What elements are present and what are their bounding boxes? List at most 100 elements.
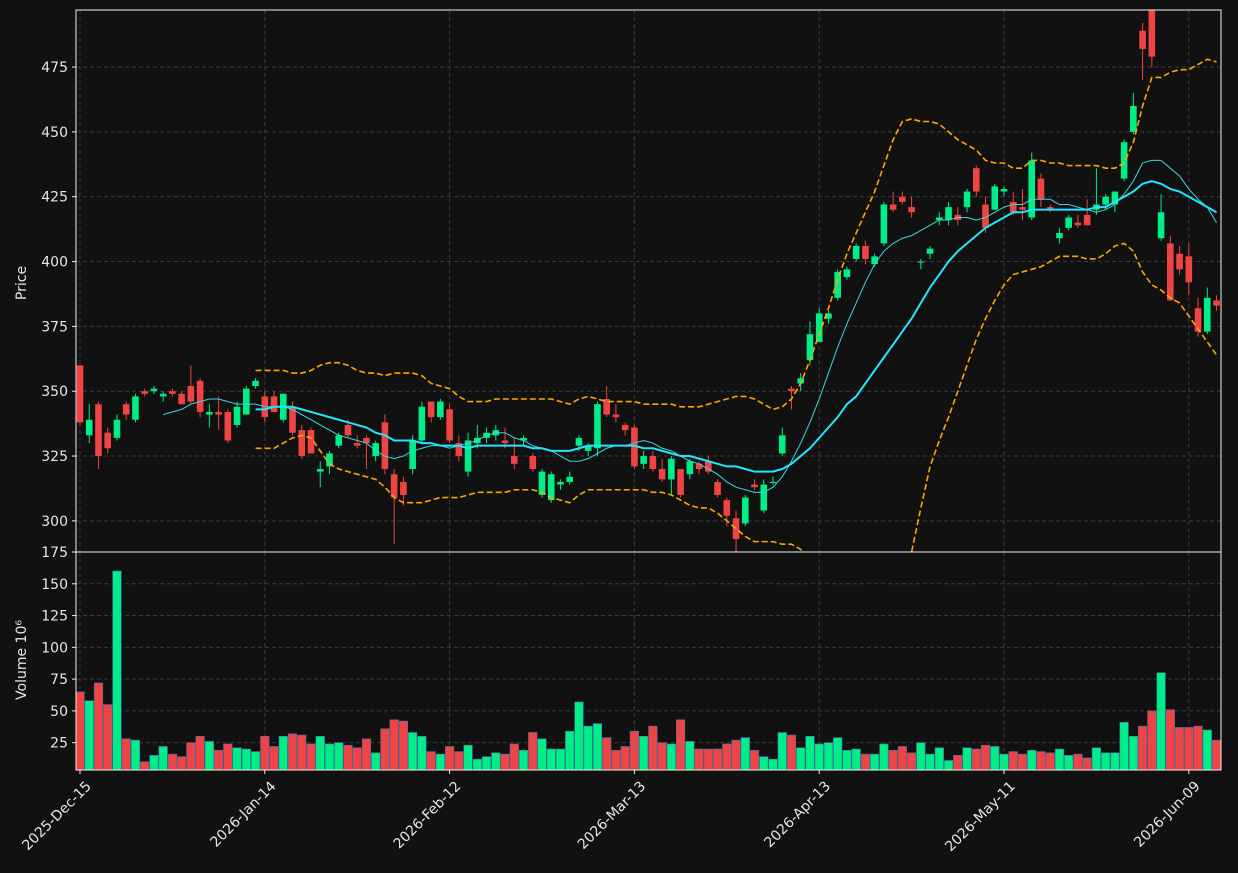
volume-bar bbox=[823, 742, 834, 770]
volume-bar bbox=[195, 736, 205, 770]
candle-body bbox=[1213, 300, 1220, 306]
candle-body bbox=[1120, 142, 1128, 179]
candle-body bbox=[141, 391, 148, 394]
candle-body bbox=[243, 388, 250, 415]
volume-bar bbox=[472, 758, 482, 770]
candle-body bbox=[95, 404, 102, 457]
candle-body bbox=[437, 401, 444, 418]
candle-body bbox=[187, 386, 195, 402]
volume-bar bbox=[223, 743, 233, 770]
candle-body bbox=[1065, 217, 1072, 228]
volume-bar bbox=[149, 755, 159, 770]
volume-bar bbox=[722, 743, 732, 770]
volume-bar bbox=[435, 753, 445, 770]
candle-body bbox=[418, 406, 426, 441]
candle-body bbox=[510, 456, 518, 464]
volume-bar bbox=[1073, 753, 1083, 770]
candle-body bbox=[852, 245, 860, 259]
candle-body bbox=[621, 424, 629, 431]
volume-bar bbox=[639, 736, 649, 770]
candle-body bbox=[1185, 256, 1193, 283]
volume-tick-label: 75 bbox=[50, 672, 68, 688]
candle-body bbox=[85, 419, 93, 436]
candle-body bbox=[409, 440, 416, 470]
candle-body bbox=[529, 456, 537, 470]
volume-bar bbox=[417, 736, 427, 770]
candle-body bbox=[1083, 214, 1091, 226]
volume-bar bbox=[786, 734, 797, 770]
volume-bar bbox=[1202, 729, 1212, 770]
candle-body bbox=[1056, 233, 1063, 239]
volume-bar bbox=[1110, 752, 1120, 770]
y-tick-label: 325 bbox=[41, 449, 68, 465]
volume-bar bbox=[943, 760, 954, 770]
candle-body bbox=[677, 469, 684, 495]
volume-bar bbox=[518, 749, 529, 770]
volume-bar bbox=[426, 751, 436, 770]
y-tick-label: 350 bbox=[41, 384, 68, 400]
volume-bar bbox=[324, 743, 335, 770]
candle-body bbox=[520, 437, 527, 441]
candle-body bbox=[594, 404, 601, 449]
volume-bar bbox=[1174, 727, 1185, 770]
candle-body bbox=[871, 256, 878, 265]
candle-body bbox=[991, 186, 999, 210]
volume-bar bbox=[1027, 749, 1037, 770]
volume-bar bbox=[158, 746, 168, 770]
volume-bar bbox=[454, 751, 464, 770]
candle-body bbox=[658, 469, 666, 480]
candle-body bbox=[982, 204, 989, 228]
volume-bar bbox=[528, 732, 538, 770]
volume-bar bbox=[916, 742, 926, 770]
band-line bbox=[255, 58, 1217, 411]
candle-body bbox=[705, 461, 712, 472]
volume-bar bbox=[620, 746, 630, 770]
candle-body bbox=[889, 204, 897, 210]
volume-bar bbox=[953, 755, 963, 770]
volume-bar bbox=[408, 732, 418, 770]
volume-bar bbox=[648, 725, 658, 770]
volume-bar bbox=[491, 752, 501, 770]
volume-bar bbox=[1082, 757, 1092, 770]
candle-body bbox=[566, 476, 574, 482]
candle-body bbox=[631, 427, 638, 467]
candle-body bbox=[538, 471, 546, 495]
volume-bar bbox=[1064, 755, 1074, 770]
volume-bar bbox=[870, 753, 880, 770]
candle-body bbox=[307, 430, 315, 454]
volume-bar bbox=[481, 756, 492, 770]
volume-bar bbox=[611, 749, 621, 770]
candle-body bbox=[1046, 207, 1054, 210]
volume-bar bbox=[685, 741, 695, 770]
volume-bar bbox=[805, 736, 815, 770]
candle-body bbox=[547, 474, 555, 501]
volume-bar bbox=[186, 742, 196, 770]
candle-body bbox=[206, 411, 213, 415]
volume-bar bbox=[269, 746, 279, 770]
candle-body bbox=[344, 424, 352, 436]
volume-bar bbox=[1156, 672, 1166, 770]
volume-bar bbox=[250, 751, 261, 770]
candle-body bbox=[908, 207, 915, 213]
candle-body bbox=[797, 378, 805, 384]
volume-bar bbox=[380, 728, 390, 770]
candle-body bbox=[899, 196, 906, 202]
volume-bar bbox=[1193, 725, 1203, 770]
volume-bar bbox=[657, 742, 667, 770]
candle-body bbox=[150, 388, 158, 392]
candle-body bbox=[640, 456, 647, 464]
candle-body bbox=[464, 440, 472, 472]
volume-tick-label: 50 bbox=[50, 704, 68, 720]
volume-bar bbox=[934, 747, 944, 770]
volume-bar bbox=[537, 738, 547, 770]
volume-bar bbox=[906, 752, 917, 770]
candle-body bbox=[1028, 160, 1036, 218]
volume-bar bbox=[814, 743, 824, 770]
candle-body bbox=[298, 430, 306, 457]
candle-body bbox=[612, 414, 620, 418]
volume-bar bbox=[602, 737, 612, 770]
candle-body bbox=[224, 411, 232, 441]
volume-bar bbox=[306, 743, 316, 770]
y-tick-label: 475 bbox=[41, 60, 68, 76]
